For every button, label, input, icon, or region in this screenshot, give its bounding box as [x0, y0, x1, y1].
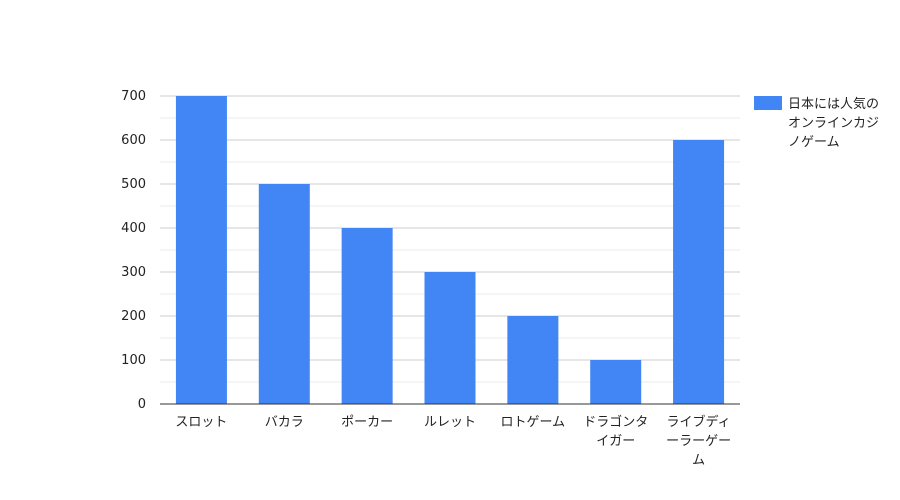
y-tick-label: 0 — [138, 397, 146, 412]
x-category-label: スロット — [175, 415, 227, 430]
bar — [590, 360, 642, 404]
bar — [258, 184, 310, 404]
x-category-label: ーラーゲー — [666, 434, 731, 449]
legend-swatch — [754, 96, 782, 110]
x-category-label: ルレット — [424, 415, 476, 430]
y-tick-label: 100 — [121, 353, 146, 368]
x-category-label: バカラ — [265, 415, 304, 430]
x-category-label: ロトゲーム — [501, 415, 566, 430]
x-category-label: イガー — [596, 434, 635, 449]
y-axis-tick-labels: 0 100 200 300 400 500 600 700 — [121, 89, 146, 412]
y-tick-label: 400 — [121, 221, 146, 236]
x-category-label: ム — [692, 453, 705, 468]
y-tick-label: 500 — [121, 177, 146, 192]
y-tick-label: 600 — [121, 133, 146, 148]
legend-label: ノゲーム — [788, 135, 840, 150]
bar — [175, 96, 227, 404]
gridlines — [160, 95, 740, 383]
x-category-label: ドラゴンタ — [583, 414, 648, 430]
y-tick-label: 300 — [121, 265, 146, 280]
bar — [424, 272, 476, 404]
bars — [175, 96, 725, 404]
bar — [673, 140, 725, 404]
x-category-label: ライブディ — [667, 414, 731, 430]
bar — [507, 316, 559, 404]
x-category-label: ポーカー — [341, 415, 393, 430]
bar — [341, 228, 393, 404]
y-tick-label: 700 — [121, 89, 146, 104]
legend-label: オンラインカジ — [788, 116, 879, 131]
legend-label: 日本には人気の — [788, 96, 879, 112]
y-tick-label: 200 — [121, 309, 146, 324]
